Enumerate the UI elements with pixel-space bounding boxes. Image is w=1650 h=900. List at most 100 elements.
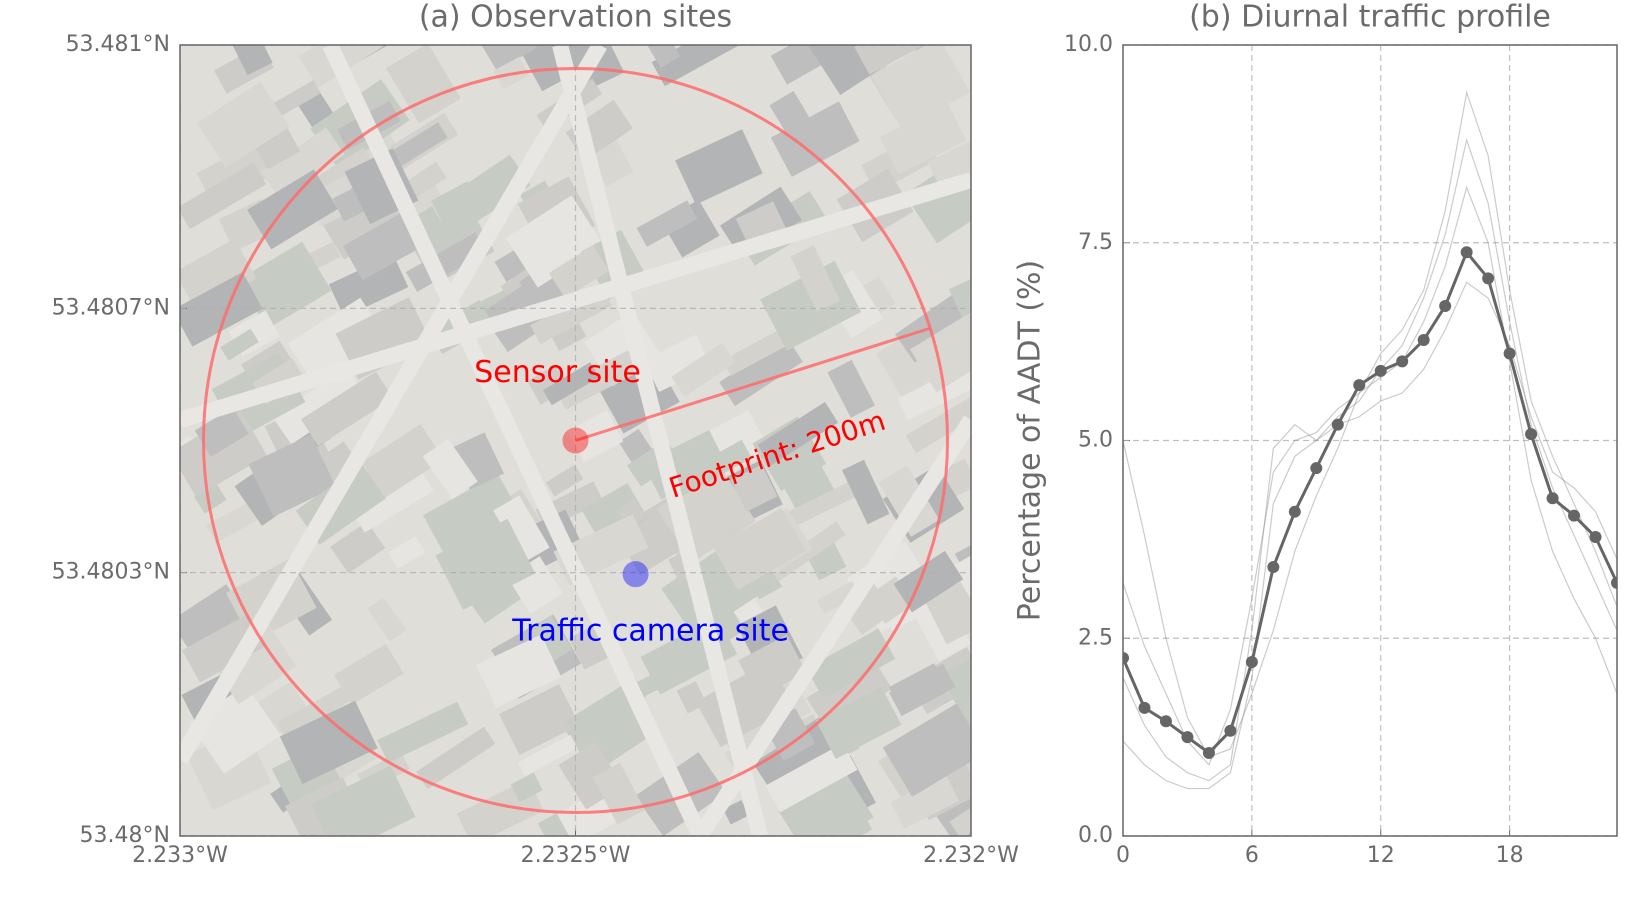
map-texture (664, 439, 752, 501)
y-tick-label: 5.0 (1078, 428, 1113, 453)
map-texture (402, 161, 447, 200)
map-texture (730, 464, 778, 512)
mean-marker (1568, 509, 1581, 522)
mean-marker (1159, 715, 1172, 728)
x-tick-label: 6 (1245, 843, 1259, 868)
x-tick-label: 12 (1367, 843, 1395, 868)
map-texture (642, 45, 681, 68)
map-texture (965, 356, 971, 407)
mean-marker (1138, 701, 1151, 714)
mean-marker (1589, 531, 1602, 544)
mean-marker (1460, 246, 1473, 259)
map-texture (815, 686, 902, 760)
map-texture (770, 101, 860, 177)
map-texture (416, 726, 496, 790)
map-texture (182, 613, 267, 683)
map-texture (476, 634, 562, 708)
mean-marker (1525, 428, 1538, 441)
map-road (693, 415, 971, 836)
site-label: Traffic camera site (511, 614, 789, 649)
map-texture (910, 309, 971, 393)
map-texture (770, 45, 851, 85)
mean-marker (1123, 652, 1129, 665)
map-texture (760, 260, 862, 351)
y-axis-label: Percentage of AADT (%) (1013, 260, 1048, 622)
map-texture (827, 359, 876, 418)
map-texture (287, 297, 387, 386)
y-tick-label: 53.4807°N (52, 295, 170, 320)
map-texture (964, 756, 971, 836)
mean-marker (1482, 272, 1495, 285)
map-texture (248, 434, 336, 517)
map-texture (757, 402, 839, 466)
map-texture (806, 628, 896, 699)
map-texture (871, 45, 970, 131)
map-texture (879, 102, 967, 175)
profile-line (1123, 281, 1617, 782)
map-texture (180, 271, 263, 347)
map-texture (527, 615, 573, 665)
map-texture (949, 802, 971, 836)
map-texture (854, 45, 932, 75)
map-texture (498, 684, 580, 756)
map-texture (367, 597, 407, 642)
map-texture (738, 634, 807, 698)
mean-marker (1611, 576, 1617, 589)
y-tick-label: 10.0 (1064, 32, 1113, 57)
plot-frame (179, 44, 972, 837)
mean-marker (1353, 379, 1366, 392)
map-texture (342, 213, 420, 281)
mean-marker (1267, 561, 1280, 574)
map-texture (388, 536, 426, 569)
map-texture (180, 238, 257, 313)
map-texture (493, 495, 550, 563)
map-texture (676, 681, 707, 714)
map-texture (927, 133, 971, 189)
map-texture (554, 350, 640, 410)
map-texture (430, 181, 481, 226)
map-road (322, 45, 708, 836)
map-road (180, 45, 607, 765)
map-texture (361, 424, 444, 499)
map-texture (541, 789, 619, 836)
map-texture (481, 45, 537, 72)
map-texture (405, 232, 487, 292)
plot-frame (1122, 44, 1618, 837)
site-marker (562, 427, 589, 454)
map-texture (527, 364, 571, 405)
map-texture (310, 765, 416, 836)
map-texture (779, 477, 866, 531)
map-texture (194, 407, 249, 457)
map-texture (765, 743, 858, 813)
map-texture (220, 328, 259, 361)
mean-marker (1245, 655, 1258, 668)
map-texture (279, 700, 378, 785)
y-tick-label: 2.5 (1078, 625, 1113, 650)
chart-title: (b) Diurnal traffic profile (1189, 0, 1551, 35)
map-texture (231, 45, 273, 76)
map-texture (888, 663, 945, 708)
map-texture (841, 459, 890, 525)
mean-marker (1374, 364, 1387, 377)
map-background (180, 45, 971, 836)
map-texture (435, 518, 536, 610)
map-road (552, 45, 768, 836)
profile-line (1123, 90, 1617, 758)
y-tick-label: 53.48°N (80, 823, 170, 848)
map-texture (545, 464, 584, 497)
map-texture (713, 507, 807, 591)
map-texture (549, 245, 610, 299)
map-texture (517, 734, 578, 776)
mean-marker (1224, 724, 1237, 737)
x-tick-label: 2.232°W (923, 843, 1019, 868)
map-texture (261, 127, 345, 200)
map-texture (330, 521, 386, 574)
profile-line (1123, 185, 1617, 766)
map-texture (267, 80, 321, 120)
mean-marker (1202, 746, 1215, 759)
site-marker (622, 561, 649, 588)
map-texture (651, 45, 739, 87)
map-texture (189, 684, 281, 774)
x-tick-label: 2.233°W (132, 843, 228, 868)
